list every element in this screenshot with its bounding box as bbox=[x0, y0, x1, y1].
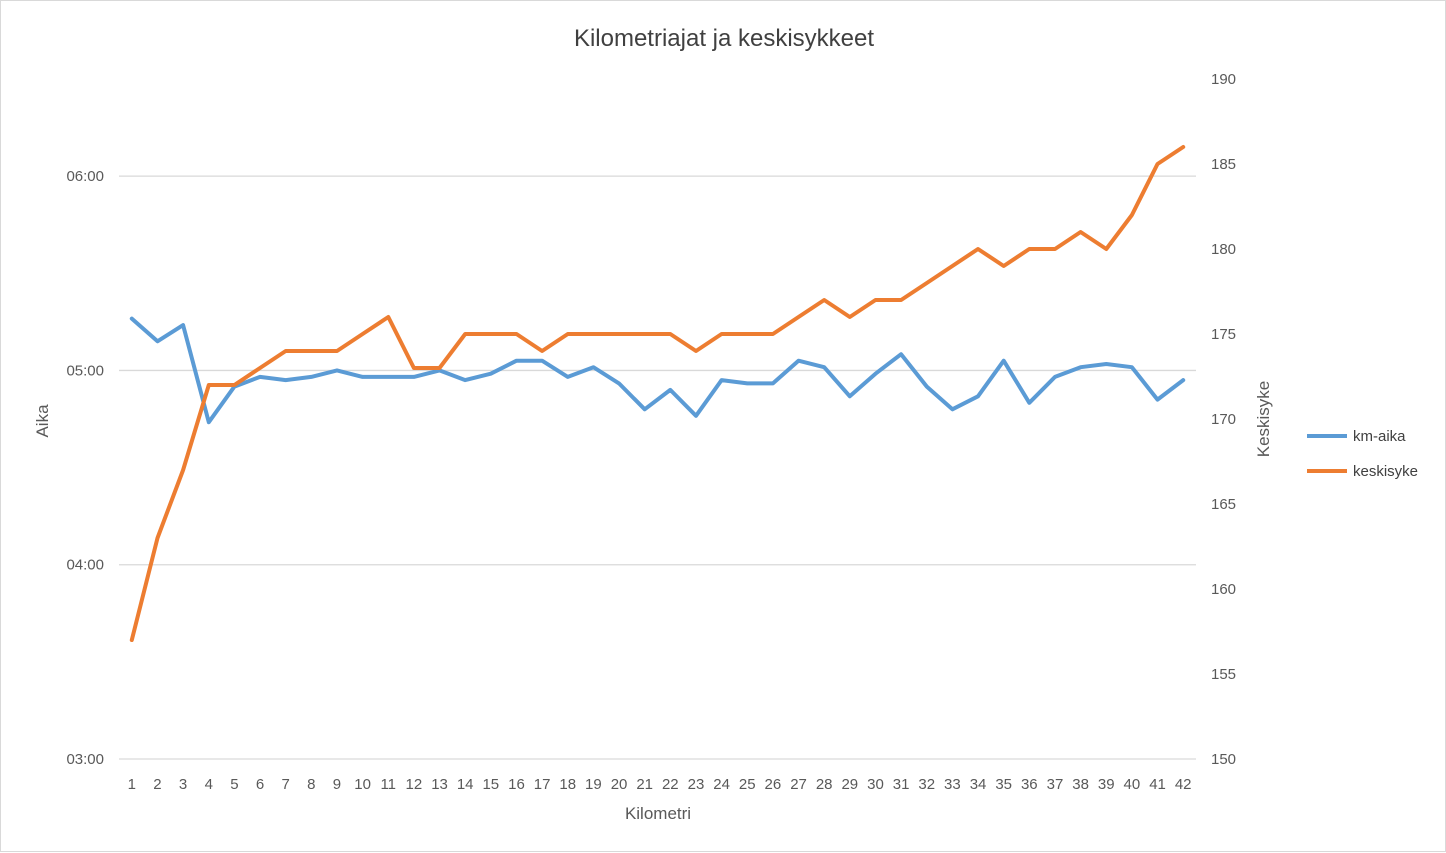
x-tick-label: 2 bbox=[153, 776, 161, 793]
x-tick-label: 34 bbox=[970, 776, 987, 793]
x-tick-label: 38 bbox=[1072, 776, 1089, 793]
x-tick-label: 37 bbox=[1047, 776, 1064, 793]
right-axis-ticks: 150 155 160 165 170 175 180 185 190 bbox=[1211, 71, 1236, 768]
y2-tick-label: 160 bbox=[1211, 581, 1236, 598]
x-tick-label: 8 bbox=[307, 776, 315, 793]
x-tick-label: 27 bbox=[790, 776, 807, 793]
x-tick-label: 23 bbox=[688, 776, 705, 793]
x-tick-label: 29 bbox=[841, 776, 858, 793]
x-tick-label: 13 bbox=[431, 776, 448, 793]
x-tick-label: 41 bbox=[1149, 776, 1166, 793]
x-tick-label: 5 bbox=[230, 776, 238, 793]
x-tick-label: 9 bbox=[333, 776, 341, 793]
x-tick-label: 6 bbox=[256, 776, 264, 793]
y2-tick-label: 170 bbox=[1211, 411, 1236, 428]
legend: km-aika keskisyke bbox=[1307, 428, 1418, 480]
x-tick-label: 11 bbox=[380, 776, 396, 793]
y-tick-label: 04:00 bbox=[66, 557, 104, 574]
y2-tick-label: 185 bbox=[1211, 156, 1236, 173]
y2-tick-label: 180 bbox=[1211, 241, 1236, 258]
x-tick-label: 17 bbox=[534, 776, 551, 793]
x-tick-label: 42 bbox=[1175, 776, 1192, 793]
x-tick-label: 19 bbox=[585, 776, 602, 793]
x-tick-label: 7 bbox=[282, 776, 290, 793]
x-tick-label: 12 bbox=[406, 776, 423, 793]
x-tick-label: 10 bbox=[354, 776, 371, 793]
x-tick-label: 24 bbox=[713, 776, 730, 793]
legend-label-km-aika: km-aika bbox=[1353, 428, 1406, 445]
y2-tick-label: 190 bbox=[1211, 71, 1236, 88]
x-tick-label: 36 bbox=[1021, 776, 1038, 793]
x-tick-label: 32 bbox=[918, 776, 935, 793]
series-line-km-aika bbox=[129, 316, 1186, 425]
series-line-keskisyke bbox=[129, 145, 1186, 642]
x-tick-label: 15 bbox=[482, 776, 499, 793]
legend-label-keskisyke: keskisyke bbox=[1353, 463, 1418, 480]
series-layer bbox=[129, 145, 1186, 642]
x-tick-label: 26 bbox=[765, 776, 782, 793]
y2-tick-label: 155 bbox=[1211, 666, 1236, 683]
x-tick-label: 21 bbox=[636, 776, 653, 793]
y-tick-label: 06:00 bbox=[66, 168, 104, 185]
x-tick-label: 4 bbox=[205, 776, 213, 793]
x-tick-label: 1 bbox=[128, 776, 136, 793]
x-tick-label: 18 bbox=[559, 776, 576, 793]
y2-axis-title: Keskisyke bbox=[1254, 381, 1273, 458]
x-tick-label: 35 bbox=[995, 776, 1012, 793]
y2-tick-label: 165 bbox=[1211, 496, 1236, 513]
x-tick-label: 30 bbox=[867, 776, 884, 793]
y-tick-label: 05:00 bbox=[66, 362, 104, 379]
x-tick-label: 25 bbox=[739, 776, 756, 793]
x-tick-label: 28 bbox=[816, 776, 833, 793]
x-tick-label: 16 bbox=[508, 776, 525, 793]
x-tick-label: 3 bbox=[179, 776, 187, 793]
x-tick-label: 22 bbox=[662, 776, 679, 793]
x-tick-label: 14 bbox=[457, 776, 474, 793]
y-tick-label: 03:00 bbox=[66, 751, 104, 768]
x-tick-label: 31 bbox=[893, 776, 910, 793]
y2-tick-label: 175 bbox=[1211, 326, 1236, 343]
x-tick-label: 40 bbox=[1124, 776, 1141, 793]
x-tick-label: 39 bbox=[1098, 776, 1115, 793]
gridlines bbox=[119, 175, 1196, 760]
x-tick-label: 20 bbox=[611, 776, 628, 793]
x-axis-ticks: 1 2 3 4 5 6 7 8 9 10 11 12 13 14 15 16 17 18 19 20 21 22 23 24 2… bbox=[128, 776, 1192, 793]
y-axis-title: Aika bbox=[33, 404, 52, 438]
y2-tick-label: 150 bbox=[1211, 751, 1236, 768]
x-tick-label: 33 bbox=[944, 776, 961, 793]
x-axis-title: Kilometri bbox=[625, 804, 691, 823]
left-axis-ticks: 03:00 04:00 05:00 06:00 bbox=[66, 168, 104, 768]
chart-title: Kilometriajat ja keskisykkeet bbox=[574, 25, 874, 52]
